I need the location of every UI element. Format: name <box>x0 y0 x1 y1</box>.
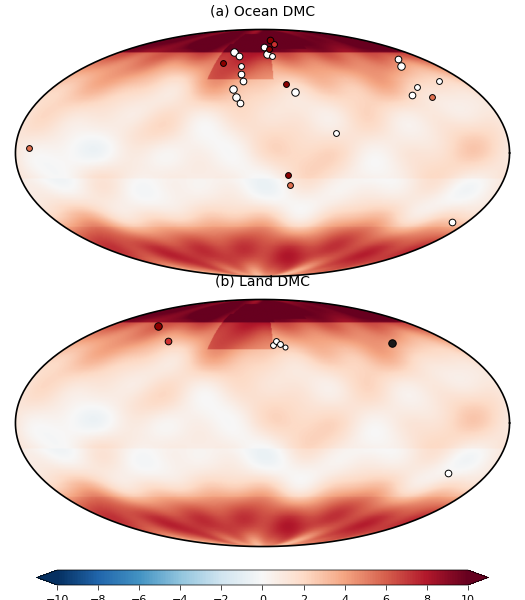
Title: (a) Ocean DMC: (a) Ocean DMC <box>210 4 315 19</box>
Title: (b) Land DMC: (b) Land DMC <box>215 274 310 289</box>
PathPatch shape <box>468 570 488 585</box>
PathPatch shape <box>37 570 57 585</box>
